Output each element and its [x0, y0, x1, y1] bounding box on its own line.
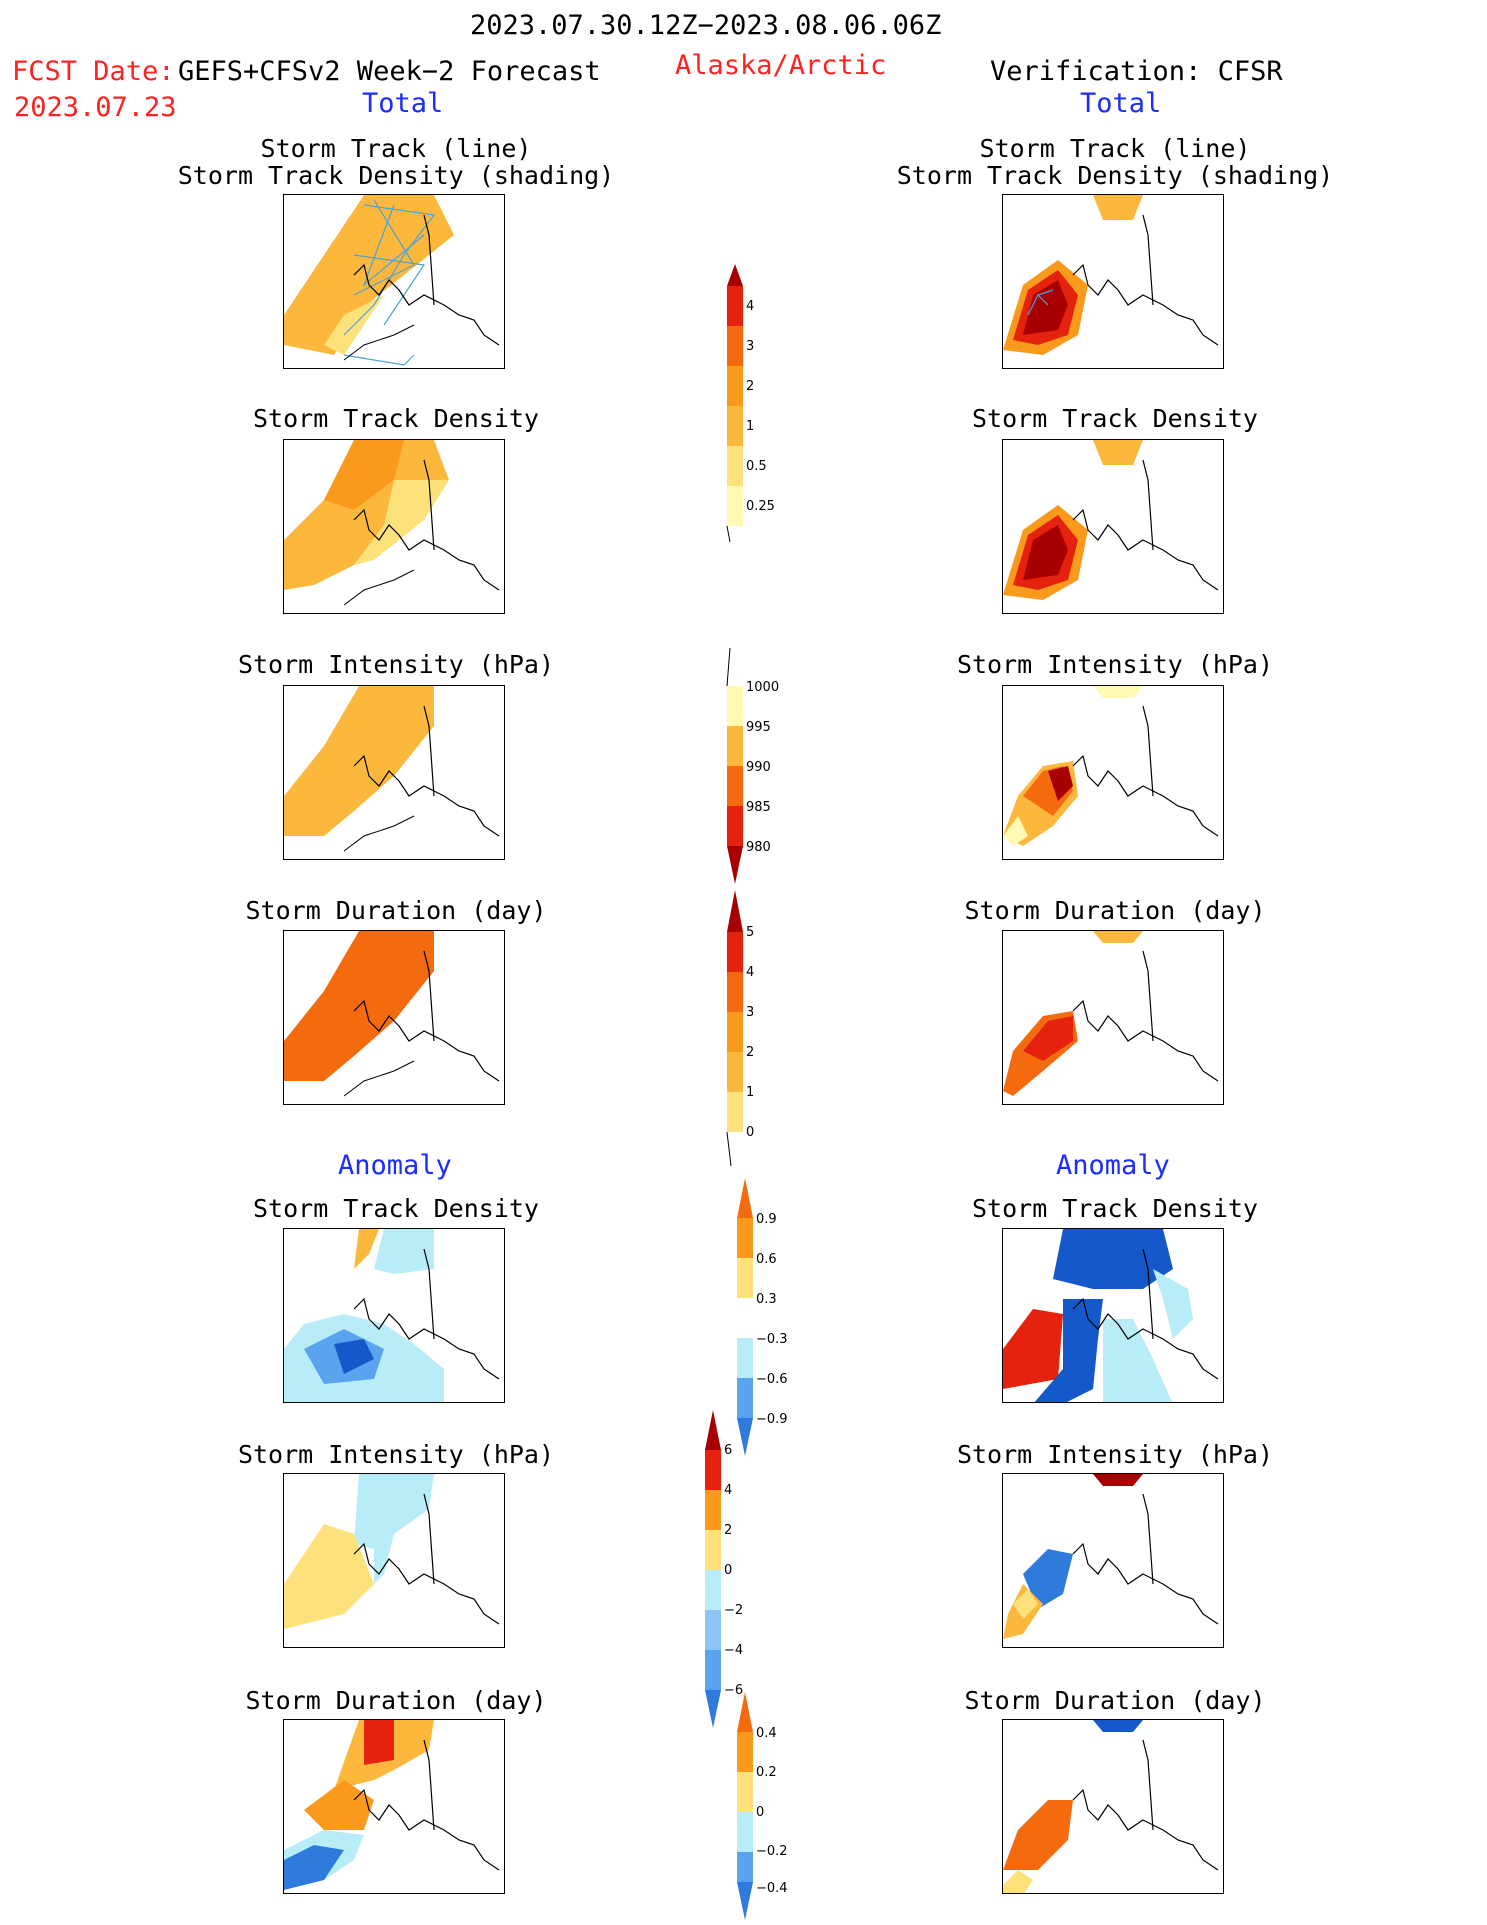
- cbar-anom-density-l0: 0.9: [756, 1212, 777, 1227]
- cbar-duration-l5: 0: [746, 1125, 754, 1140]
- colorbar-intensity-anomaly: 6 4 2 0 −2 −4 −6: [705, 1410, 743, 1728]
- track-line-title: Storm Track (line): [260, 134, 532, 163]
- fcst-date-value: 2023.07.23: [14, 92, 177, 123]
- left-total-label: Total: [362, 88, 444, 119]
- cbar-intensity-l3: 985: [746, 800, 771, 815]
- cbar-anom-duration-l0: 0.4: [756, 1726, 777, 1741]
- cbar-anom-intensity-l1: 4: [724, 1483, 732, 1498]
- cbar-duration-l0: 5: [746, 925, 754, 940]
- cbar-duration-l4: 1: [746, 1085, 754, 1100]
- map-forecast-track: [283, 194, 505, 369]
- left-density-title: Storm Track Density: [253, 404, 539, 433]
- fcst-date-label: FCST Date:: [12, 56, 175, 87]
- cbar-anom-duration-l3: −0.2: [756, 1844, 788, 1859]
- colorbar-duration-swatches: [726, 890, 743, 1167]
- right-track-title: Storm Track (line) Storm Track Density (…: [855, 136, 1375, 188]
- map-verification-intensity-anomaly: [1002, 1473, 1224, 1648]
- colorbar-density-anomaly-swatches: [737, 1178, 753, 1456]
- right-total-label: Total: [1080, 88, 1162, 119]
- cbar-anom-intensity-l0: 6: [724, 1443, 732, 1458]
- left-anomaly-label: Anomaly: [338, 1150, 452, 1181]
- track-line-title-right: Storm Track (line): [979, 134, 1251, 163]
- cbar-intensity-l0: 1000: [746, 680, 779, 695]
- right-anomaly-label: Anomaly: [1056, 1150, 1170, 1181]
- right-duration-title: Storm Duration (day): [964, 896, 1266, 925]
- colorbar-density-swatches: [726, 264, 743, 543]
- colorbar-duration-anomaly: 0.4 0.2 0 −0.2 −0.4: [737, 1692, 788, 1920]
- left-anom-density-title: Storm Track Density: [253, 1194, 539, 1223]
- cbar-anom-intensity-l4: −2: [724, 1603, 743, 1618]
- left-intensity-title: Storm Intensity (hPa): [237, 650, 555, 679]
- cbar-density-l4: 0.5: [746, 459, 767, 474]
- cbar-anom-intensity-l2: 2: [724, 1523, 732, 1538]
- cbar-density-l0: 4: [746, 299, 754, 314]
- cbar-anom-duration-l1: 0.2: [756, 1765, 777, 1780]
- cbar-anom-duration-l2: 0: [756, 1805, 764, 1820]
- map-forecast-intensity-anomaly: [283, 1473, 505, 1648]
- colorbar-intensity: 1000 995 990 985 980: [726, 648, 779, 884]
- map-verification-intensity: [1002, 685, 1224, 860]
- period-title: 2023.07.30.12Z−2023.08.06.06Z: [470, 10, 942, 41]
- cbar-duration-l1: 4: [746, 965, 754, 980]
- region-label: Alaska/Arctic: [675, 50, 887, 81]
- left-anom-duration-title: Storm Duration (day): [245, 1686, 547, 1715]
- map-verification-duration-anomaly: [1002, 1719, 1224, 1894]
- map-forecast-intensity: [283, 685, 505, 860]
- cbar-anom-duration-l4: −0.4: [756, 1881, 788, 1896]
- track-density-shading-title-right: Storm Track Density (shading): [896, 161, 1334, 190]
- right-anom-intensity-title: Storm Intensity (hPa): [956, 1440, 1274, 1469]
- cbar-density-l1: 3: [746, 339, 754, 354]
- colorbar-duration: 5 4 3 2 1 0: [726, 890, 754, 1167]
- colorbar-density: 4 3 2 1 0.5 0.25: [726, 264, 775, 543]
- verification-label: Verification: CFSR: [990, 56, 1283, 87]
- map-forecast-duration-anomaly: [283, 1719, 505, 1894]
- cbar-duration-l2: 3: [746, 1005, 754, 1020]
- cbar-anom-density-l2: 0.3: [756, 1292, 777, 1307]
- map-verification-duration: [1002, 930, 1224, 1105]
- map-forecast-density-anomaly: [283, 1228, 505, 1403]
- cbar-duration-l3: 2: [746, 1045, 754, 1060]
- map-verification-density-anomaly: [1002, 1228, 1224, 1403]
- cbar-intensity-l1: 995: [746, 720, 771, 735]
- left-duration-title: Storm Duration (day): [245, 896, 547, 925]
- cbar-anom-density-l4: −0.6: [756, 1372, 788, 1387]
- right-intensity-title: Storm Intensity (hPa): [956, 650, 1274, 679]
- cbar-density-l5: 0.25: [746, 499, 775, 514]
- cbar-intensity-l4: 980: [746, 840, 771, 855]
- track-density-shading-title: Storm Track Density (shading): [177, 161, 615, 190]
- colorbar-duration-anomaly-swatches: [737, 1692, 753, 1920]
- map-verification-track: [1002, 194, 1224, 369]
- right-density-title: Storm Track Density: [972, 404, 1258, 433]
- cbar-anom-intensity-l6: −6: [724, 1683, 743, 1698]
- cbar-anom-density-l5: −0.9: [756, 1412, 788, 1427]
- colorbar-intensity-swatches: [726, 648, 743, 884]
- map-forecast-duration: [283, 930, 505, 1105]
- colorbar-intensity-anomaly-swatches: [705, 1410, 721, 1728]
- cbar-intensity-l2: 990: [746, 760, 771, 775]
- colorbar-density-anomaly: 0.9 0.6 0.3 −0.3 −0.6 −0.9: [737, 1178, 788, 1456]
- cbar-density-l3: 1: [746, 419, 754, 434]
- cbar-anom-intensity-l5: −4: [724, 1643, 743, 1658]
- map-forecast-density: [283, 439, 505, 614]
- right-anom-duration-title: Storm Duration (day): [964, 1686, 1266, 1715]
- cbar-density-l2: 2: [746, 379, 754, 394]
- left-track-title: Storm Track (line) Storm Track Density (…: [136, 136, 656, 188]
- map-verification-density: [1002, 439, 1224, 614]
- cbar-anom-density-l3: −0.3: [756, 1332, 788, 1347]
- fcst-model: GEFS+CFSv2 Week−2 Forecast: [178, 56, 601, 87]
- cbar-anom-intensity-l3: 0: [724, 1563, 732, 1578]
- left-anom-intensity-title: Storm Intensity (hPa): [237, 1440, 555, 1469]
- cbar-anom-density-l1: 0.6: [756, 1252, 777, 1267]
- right-anom-density-title: Storm Track Density: [972, 1194, 1258, 1223]
